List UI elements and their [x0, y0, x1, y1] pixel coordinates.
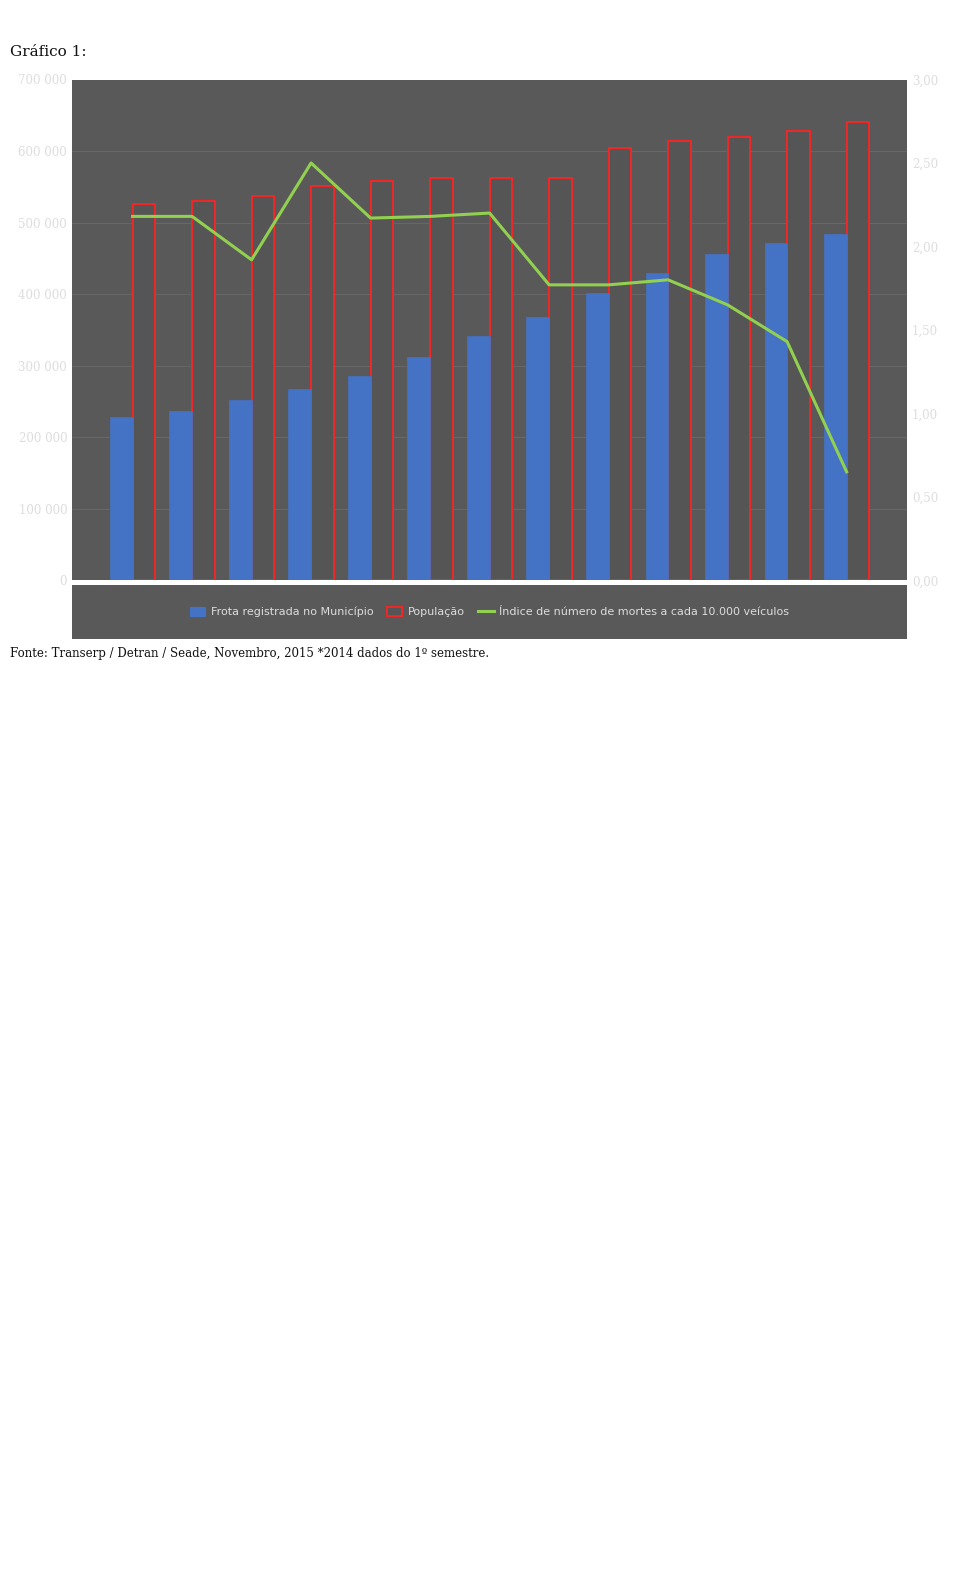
Bar	[668, 142, 691, 580]
Bar	[192, 202, 215, 580]
Bar	[467, 335, 490, 580]
Bar	[288, 388, 311, 580]
Bar	[586, 293, 609, 580]
Bar	[311, 186, 334, 580]
Bar	[132, 204, 156, 580]
Bar	[348, 377, 371, 580]
Bar	[526, 316, 549, 580]
Bar	[847, 122, 869, 580]
Bar	[371, 181, 394, 580]
Bar	[705, 254, 728, 580]
Bar	[252, 196, 275, 580]
Title: Ribeirão Preto: Índice de número de mortes a cada
10.000 veículos de 2002 a 2014: Ribeirão Preto: Índice de número de mort…	[222, 30, 757, 70]
Legend: Frota registrada no Município, População, Índice de número de mortes a cada 10.0: Frota registrada no Município, População…	[190, 607, 789, 617]
Bar	[490, 178, 513, 580]
Text: Gráfico 1:: Gráfico 1:	[10, 45, 86, 59]
Bar	[430, 178, 453, 580]
Text: Fonte: Transerp / Detran / Seade, Novembro, 2015 *2014 dados do 1º semestre.: Fonte: Transerp / Detran / Seade, Novemb…	[10, 647, 489, 660]
Bar	[110, 417, 132, 580]
Bar	[170, 410, 192, 580]
Bar	[764, 243, 787, 580]
Bar	[229, 401, 252, 580]
Bar	[728, 137, 750, 580]
Bar	[407, 358, 430, 580]
Bar	[787, 130, 809, 580]
Bar	[824, 234, 847, 580]
Bar	[609, 148, 632, 580]
Bar	[645, 273, 668, 580]
Bar	[549, 178, 572, 580]
